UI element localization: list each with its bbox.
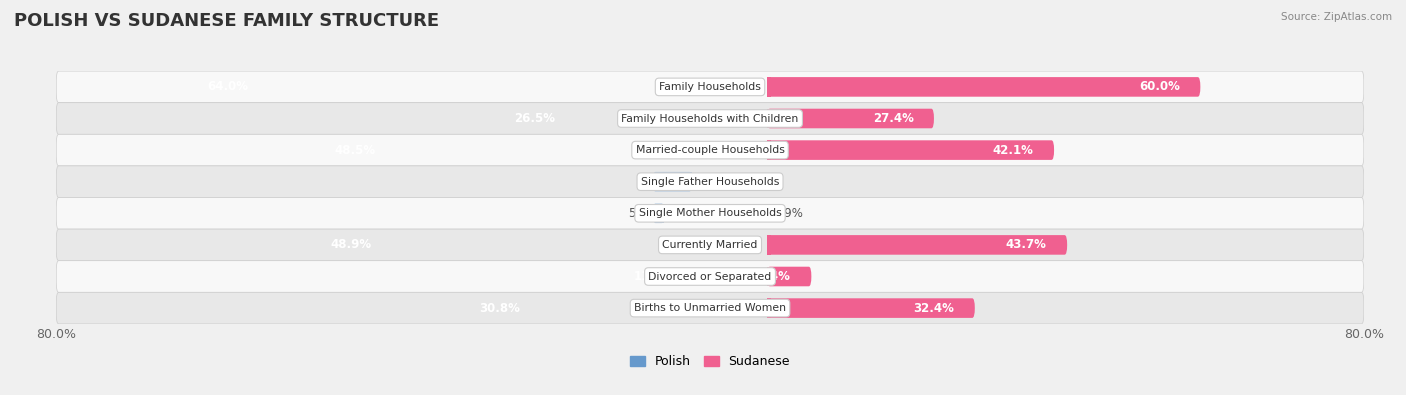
Text: 64.0%: 64.0% <box>208 81 249 93</box>
Text: Married-couple Households: Married-couple Households <box>636 145 785 155</box>
Text: 12.4%: 12.4% <box>749 270 792 283</box>
Text: 48.9%: 48.9% <box>330 239 373 251</box>
Text: 2.4%: 2.4% <box>737 175 766 188</box>
Text: 27.4%: 27.4% <box>873 112 914 125</box>
Bar <box>768 267 770 286</box>
Bar <box>768 298 770 318</box>
Text: Family Households with Children: Family Households with Children <box>621 113 799 124</box>
Text: Births to Unmarried Women: Births to Unmarried Women <box>634 303 786 313</box>
FancyBboxPatch shape <box>56 198 1364 229</box>
Legend: Polish, Sudanese: Polish, Sudanese <box>626 350 794 373</box>
FancyBboxPatch shape <box>56 166 1364 198</box>
FancyBboxPatch shape <box>56 134 1364 166</box>
Text: 42.1%: 42.1% <box>993 144 1033 156</box>
FancyBboxPatch shape <box>56 71 1364 103</box>
Text: 60.0%: 60.0% <box>1139 81 1180 93</box>
FancyBboxPatch shape <box>56 103 1364 134</box>
FancyBboxPatch shape <box>56 229 1364 261</box>
Bar <box>768 140 770 160</box>
FancyBboxPatch shape <box>768 140 1054 160</box>
Bar <box>689 172 692 192</box>
FancyBboxPatch shape <box>768 298 974 318</box>
Text: Source: ZipAtlas.com: Source: ZipAtlas.com <box>1281 12 1392 22</box>
Text: Single Mother Households: Single Mother Households <box>638 208 782 218</box>
Text: Currently Married: Currently Married <box>662 240 758 250</box>
FancyBboxPatch shape <box>768 77 1201 97</box>
Text: POLISH VS SUDANESE FAMILY STRUCTURE: POLISH VS SUDANESE FAMILY STRUCTURE <box>14 12 439 30</box>
Text: 26.5%: 26.5% <box>515 112 555 125</box>
FancyBboxPatch shape <box>56 261 1364 292</box>
Bar <box>768 77 770 97</box>
FancyBboxPatch shape <box>652 203 664 223</box>
Text: 30.8%: 30.8% <box>479 302 520 314</box>
Text: 5.6%: 5.6% <box>628 207 658 220</box>
FancyBboxPatch shape <box>56 292 1364 324</box>
FancyBboxPatch shape <box>768 109 934 128</box>
Text: Family Households: Family Households <box>659 82 761 92</box>
Text: 32.4%: 32.4% <box>914 302 955 314</box>
Text: Single Father Households: Single Father Households <box>641 177 779 187</box>
FancyBboxPatch shape <box>652 172 692 192</box>
Bar <box>768 235 770 255</box>
Bar <box>768 109 770 128</box>
Bar <box>661 203 664 223</box>
Text: 6.9%: 6.9% <box>773 207 803 220</box>
Text: 2.2%: 2.2% <box>655 175 686 188</box>
Text: 48.5%: 48.5% <box>335 144 375 156</box>
Text: 43.7%: 43.7% <box>1005 239 1046 251</box>
FancyBboxPatch shape <box>768 235 1067 255</box>
Text: Divorced or Separated: Divorced or Separated <box>648 271 772 282</box>
Text: 11.9%: 11.9% <box>633 270 673 283</box>
FancyBboxPatch shape <box>768 267 811 286</box>
